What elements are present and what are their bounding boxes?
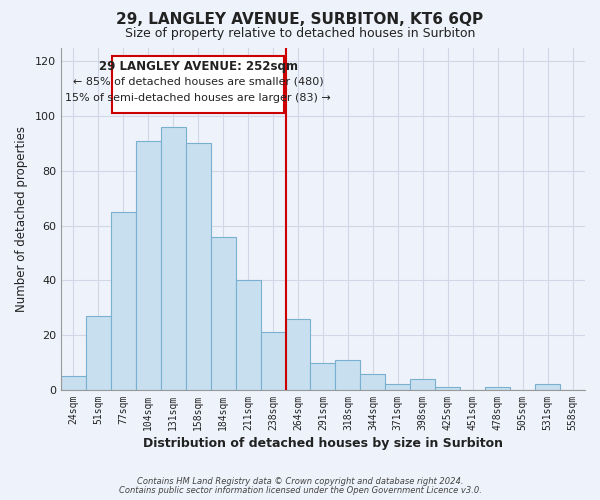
Bar xyxy=(435,387,460,390)
Text: 15% of semi-detached houses are larger (83) →: 15% of semi-detached houses are larger (… xyxy=(65,92,331,102)
Bar xyxy=(161,127,186,390)
Bar xyxy=(361,374,385,390)
Y-axis label: Number of detached properties: Number of detached properties xyxy=(15,126,28,312)
Text: 29 LANGLEY AVENUE: 252sqm: 29 LANGLEY AVENUE: 252sqm xyxy=(98,60,298,73)
Bar xyxy=(485,387,510,390)
Bar xyxy=(310,362,335,390)
Bar xyxy=(535,384,560,390)
Text: Contains HM Land Registry data © Crown copyright and database right 2024.: Contains HM Land Registry data © Crown c… xyxy=(137,477,463,486)
Bar xyxy=(136,140,161,390)
Text: ← 85% of detached houses are smaller (480): ← 85% of detached houses are smaller (48… xyxy=(73,76,323,86)
Bar xyxy=(111,212,136,390)
FancyBboxPatch shape xyxy=(112,56,284,113)
Bar xyxy=(236,280,260,390)
Bar xyxy=(410,379,435,390)
Bar xyxy=(286,318,310,390)
X-axis label: Distribution of detached houses by size in Surbiton: Distribution of detached houses by size … xyxy=(143,437,503,450)
Bar xyxy=(385,384,410,390)
Text: Contains public sector information licensed under the Open Government Licence v3: Contains public sector information licen… xyxy=(119,486,481,495)
Bar xyxy=(335,360,361,390)
Bar xyxy=(260,332,286,390)
Text: 29, LANGLEY AVENUE, SURBITON, KT6 6QP: 29, LANGLEY AVENUE, SURBITON, KT6 6QP xyxy=(116,12,484,28)
Bar xyxy=(61,376,86,390)
Text: Size of property relative to detached houses in Surbiton: Size of property relative to detached ho… xyxy=(125,28,475,40)
Bar xyxy=(211,236,236,390)
Bar xyxy=(186,144,211,390)
Bar xyxy=(86,316,111,390)
